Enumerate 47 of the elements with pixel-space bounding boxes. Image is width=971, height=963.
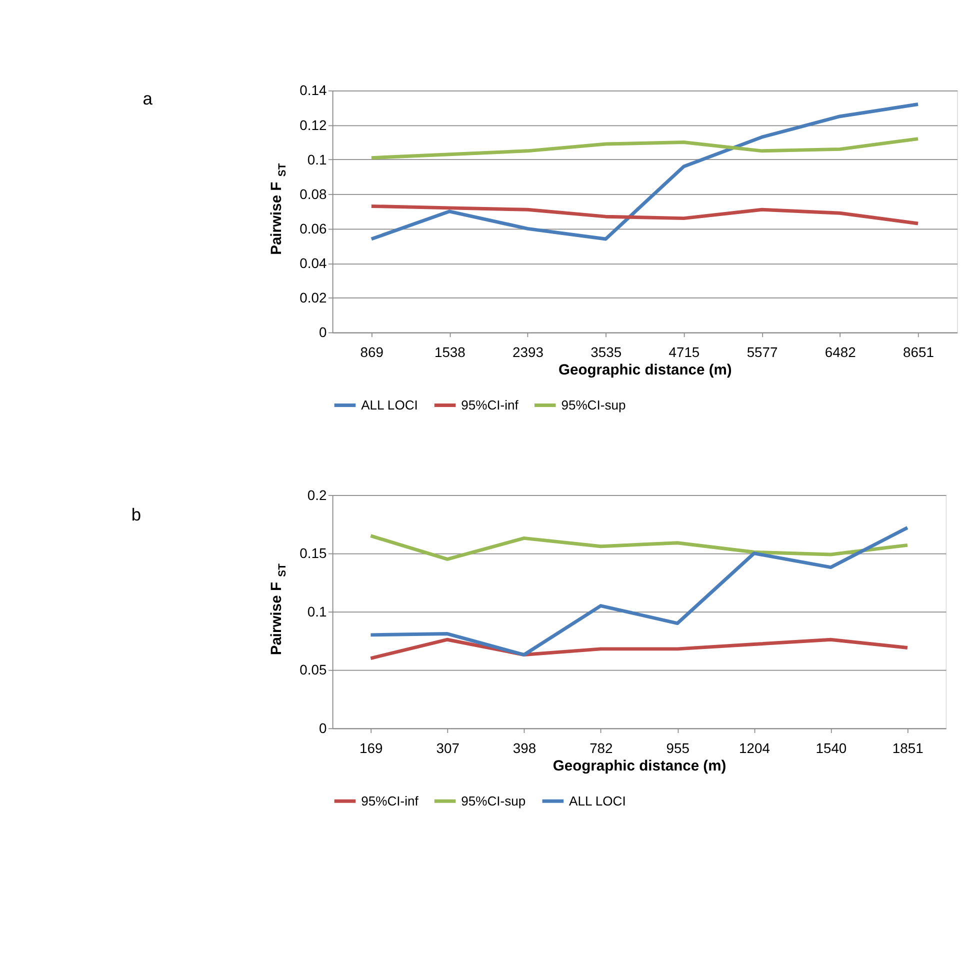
y-tick-label: 0.15 <box>300 545 327 562</box>
y-tick-label: 0 <box>318 324 327 340</box>
text: a <box>142 88 153 108</box>
line-series <box>370 137 920 160</box>
x-axis-title: Geographic distance (m) <box>558 362 732 379</box>
y-axis-title: Pairwise FST <box>269 562 288 656</box>
x-tick-label: 5577 <box>746 344 778 360</box>
legend-label: 95%CI-sup <box>561 398 626 413</box>
y-tick-label: 0.04 <box>300 255 327 272</box>
y-tick-label: 0.14 <box>300 82 327 98</box>
x-tick-label: 3535 <box>590 344 622 360</box>
line-series <box>368 526 910 657</box>
legend-label: ALL LOCI <box>569 793 626 808</box>
line-series <box>368 534 910 561</box>
x-tick-label: 1540 <box>816 740 847 756</box>
x-tick-label: 4715 <box>668 344 700 360</box>
legend-label: ALL LOCI <box>361 398 418 413</box>
x-tick-label: 1538 <box>434 344 466 360</box>
x-tick-label: 6482 <box>824 344 856 360</box>
y-tick-label: 0.1 <box>307 603 327 620</box>
text: b <box>131 504 142 524</box>
x-tick-label: 955 <box>666 740 690 756</box>
y-tick-label: 0.08 <box>300 186 327 202</box>
line-series <box>368 638 910 660</box>
y-tick-label: 0.02 <box>300 290 327 306</box>
legend-label: 95%CI-sup <box>461 793 526 808</box>
x-tick-label: 398 <box>512 740 536 756</box>
x-tick-label: 869 <box>360 344 384 360</box>
x-tick-label: 169 <box>360 740 384 756</box>
x-tick-label: 8651 <box>903 344 934 360</box>
y-tick-label: 0.05 <box>300 662 327 678</box>
x-axis-title: Geographic distance (m) <box>552 758 726 774</box>
x-tick-label: 307 <box>436 740 460 756</box>
y-tick-label: 0.12 <box>300 116 327 133</box>
x-tick-label: 1204 <box>739 740 770 756</box>
y-tick-label: 0.2 <box>307 486 327 503</box>
y-axis-title: Pairwise FST <box>269 162 288 255</box>
x-tick-label: 782 <box>590 740 614 756</box>
line-series <box>370 204 920 226</box>
line-series <box>370 102 920 241</box>
y-tick-label: 0.06 <box>300 220 327 236</box>
legend-label: 95%CI-inf <box>461 398 519 413</box>
y-tick-label: 0.1 <box>307 151 327 168</box>
x-tick-label: 1851 <box>892 740 924 756</box>
legend-label: 95%CI-inf <box>361 793 419 808</box>
y-tick-label: 0 <box>318 720 327 736</box>
x-tick-label: 2393 <box>512 344 544 360</box>
